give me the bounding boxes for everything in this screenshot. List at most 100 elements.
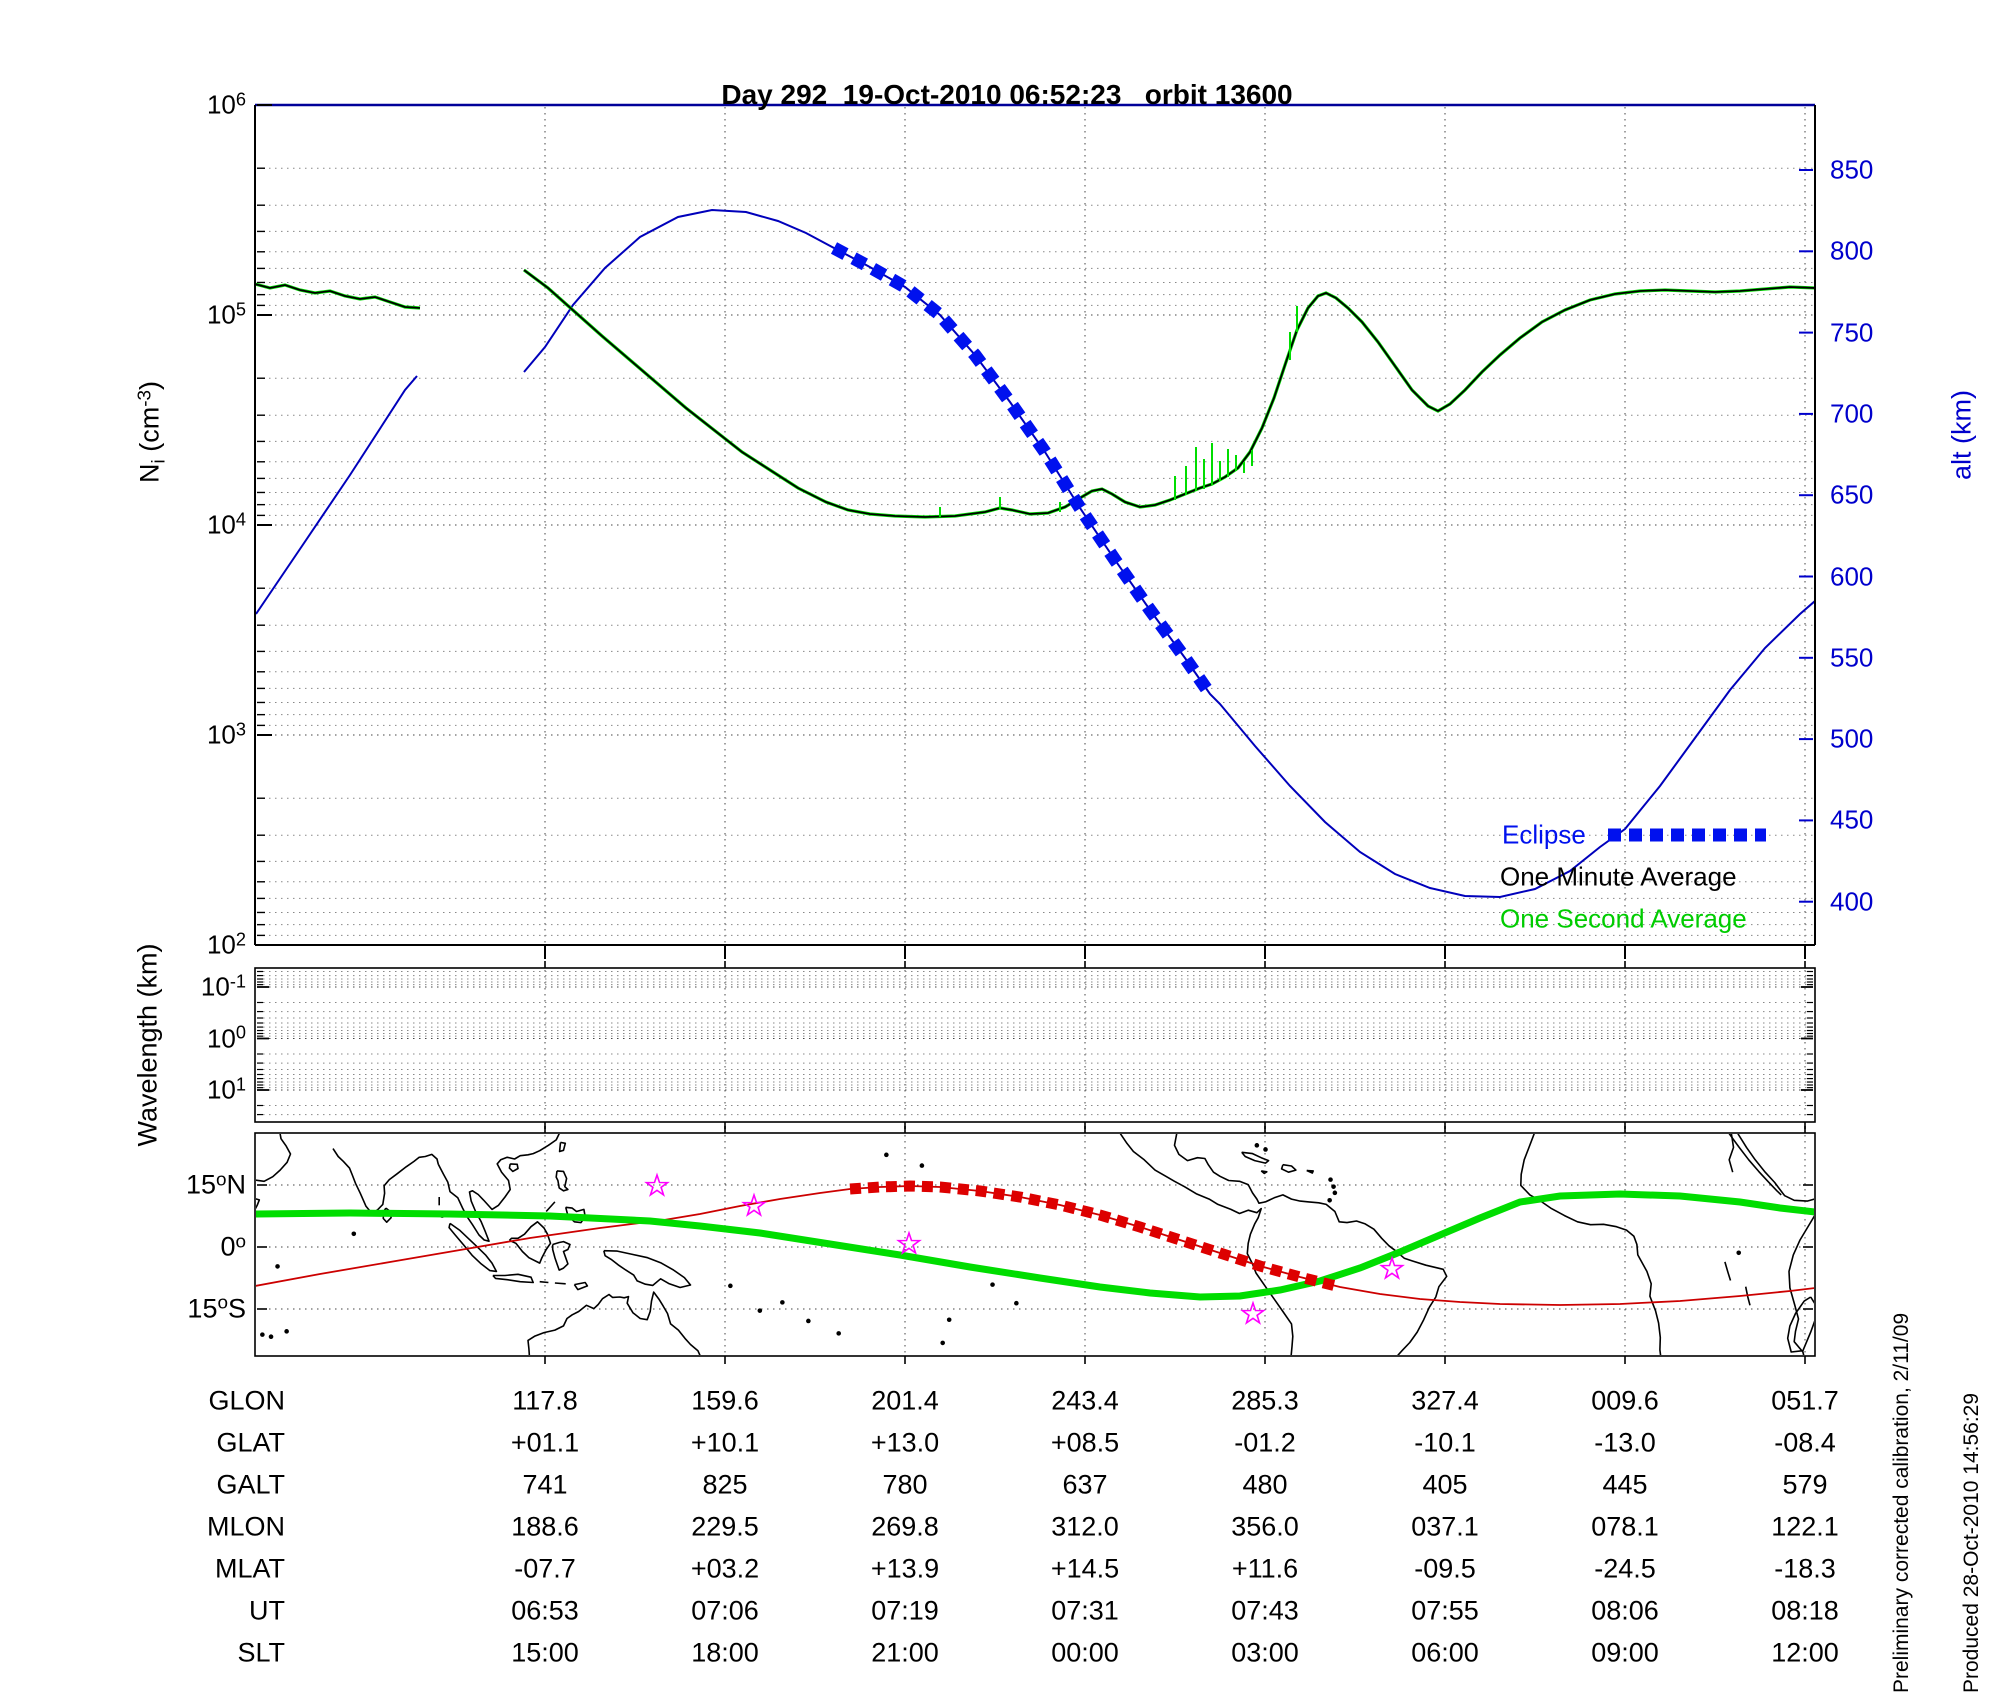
wavelength-axis-tick-label: 101 (148, 1074, 246, 1106)
text-part: 10 (206, 89, 236, 120)
text-part: 15 (185, 1169, 216, 1200)
island-dot (268, 1334, 274, 1339)
ni-axis-tick-label: 103 (148, 719, 246, 751)
map-latitude-label: 15oS (148, 1293, 246, 1324)
station-star-marker (1379, 1255, 1405, 1280)
table-cell: 356.0 (1231, 1511, 1299, 1542)
island-dot (990, 1282, 995, 1287)
alt-axis-tick-label: 550 (1830, 642, 1874, 673)
map-latitude-label: 15oN (148, 1169, 246, 1201)
legend-eclipse-label: Eclipse (1502, 819, 1586, 850)
table-cell: 201.4 (871, 1385, 939, 1416)
alt-axis-tick-label: 850 (1830, 154, 1874, 185)
table-cell: +03.2 (690, 1553, 760, 1584)
y-axis-label-altitude: alt (km) (1946, 390, 1977, 480)
text-part: 0 (220, 1231, 236, 1262)
table-cell: 009.6 (1591, 1385, 1659, 1416)
island-dot (1263, 1147, 1268, 1152)
table-cell: 188.6 (511, 1511, 579, 1542)
text-part: -1 (229, 971, 246, 992)
table-cell: -24.5 (1594, 1553, 1656, 1584)
table-cell: 051.7 (1771, 1385, 1839, 1416)
page-title: Day 292 19-Oct-2010 06:52:23 orbit 13600 (721, 79, 1293, 110)
island-dot (1331, 1184, 1336, 1189)
ground-track-map (256, 1134, 1814, 1355)
table-cell: 480 (1242, 1469, 1288, 1500)
coastline-lake_malawi (1744, 1286, 1751, 1306)
legend-one-second-label: One Second Average (1500, 903, 1747, 934)
table-cell: +01.1 (510, 1427, 580, 1458)
table-cell: +13.9 (870, 1553, 940, 1584)
coastline-namerica_gulf (1173, 1134, 1448, 1355)
alt-axis-tick-label: 450 (1830, 804, 1874, 835)
coastline-hainan (508, 1163, 519, 1173)
island-dot (728, 1283, 733, 1289)
coastline-palawan (545, 1201, 556, 1213)
coastline-lake_tanganyika (1724, 1261, 1732, 1281)
alt-axis-tick-label: 750 (1830, 317, 1874, 348)
table-cell: +14.5 (1050, 1553, 1120, 1584)
table-cell: -10.1 (1414, 1427, 1476, 1458)
ni-axis-tick-label: 102 (148, 929, 246, 961)
table-cell: -18.3 (1774, 1553, 1836, 1584)
table-cell: 07:31 (1051, 1595, 1119, 1626)
coastline-lsunda2 (554, 1282, 566, 1285)
map-latitude-label: 0o (148, 1231, 246, 1263)
coastline-hispaniola (1280, 1163, 1297, 1173)
table-cell: 269.8 (871, 1511, 939, 1542)
coastline-india (332, 1148, 440, 1215)
table-cell: 579 (1782, 1469, 1828, 1500)
table-cell: 229.5 (691, 1511, 759, 1542)
table-cell: -01.2 (1234, 1427, 1296, 1458)
table-row-header: UT (249, 1595, 285, 1626)
text-part: 4 (235, 509, 246, 530)
coastline-java (492, 1273, 534, 1284)
island-dot (884, 1152, 889, 1158)
legend-one-minute-label: One Minute Average (1500, 861, 1737, 892)
table-cell: +10.1 (690, 1427, 760, 1458)
coastline-redsea_w (1728, 1134, 1782, 1196)
ni-label-post: ) (134, 381, 165, 391)
table-cell: 18:00 (691, 1637, 759, 1668)
table-cell: 825 (702, 1469, 748, 1500)
text-part: 10 (206, 719, 236, 750)
text-part: 2 (235, 929, 246, 950)
island-dot (836, 1331, 841, 1336)
table-cell: 285.3 (1231, 1385, 1299, 1416)
coastline-cuba (1241, 1151, 1270, 1164)
ni-axis-tick-label: 105 (148, 299, 246, 331)
table-cell: 07:06 (691, 1595, 759, 1626)
alt-axis-tick-label: 700 (1830, 398, 1874, 429)
ni-label-sub: i (148, 459, 170, 464)
y-axis-label-ion-density: Ni (cm-3) (134, 381, 170, 483)
text-part: 3 (235, 719, 246, 740)
table-row-header: GALT (216, 1469, 285, 1500)
table-cell: +13.0 (870, 1427, 940, 1458)
table-cell: 741 (522, 1469, 568, 1500)
table-cell: 122.1 (1771, 1511, 1839, 1542)
table-cell: 117.8 (512, 1385, 578, 1416)
note-produced: Produced 28-Oct-2010 14:56:29 (1960, 1392, 1983, 1693)
text-part: 10 (206, 929, 236, 960)
island-dot (351, 1231, 357, 1237)
ni-axis-tick-label: 104 (148, 509, 246, 541)
table-cell: 159.6 (691, 1385, 759, 1416)
coastline-sulawesi (551, 1240, 571, 1271)
text-part: 0 (235, 1022, 246, 1043)
table-cell: -07.7 (514, 1553, 576, 1584)
table-row-header: GLAT (216, 1427, 285, 1458)
table-cell: -08.4 (1774, 1427, 1836, 1458)
table-cell: 06:53 (511, 1595, 579, 1626)
eclipse-marked-segment (830, 242, 1216, 698)
island-dot (1332, 1190, 1338, 1196)
alt-axis-tick-label: 800 (1830, 235, 1874, 266)
coastline-camerica_pac (1119, 1134, 1294, 1355)
table-cell: 780 (882, 1469, 928, 1500)
island-dot (1736, 1250, 1742, 1256)
table-row-header: SLT (237, 1637, 285, 1668)
alt-axis-tick-label: 650 (1830, 479, 1874, 510)
text-part: o (217, 1292, 228, 1314)
table-cell: 08:06 (1591, 1595, 1659, 1626)
table-cell: 405 (1422, 1469, 1468, 1500)
